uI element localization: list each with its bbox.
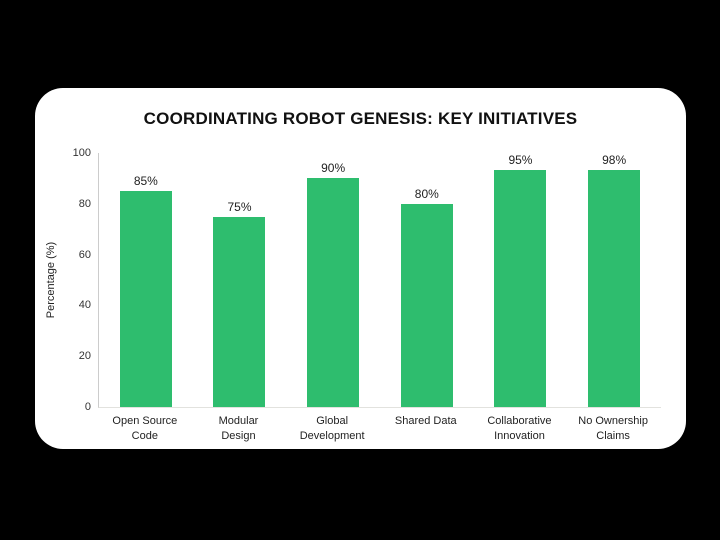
x-category-label: Shared Data: [394, 415, 457, 427]
bar-group: 95%: [474, 153, 567, 407]
x-category-label: Collaborative Innovation: [487, 415, 552, 442]
chart-card: COORDINATING ROBOT GENESIS: KEY INITIATI…: [35, 88, 686, 449]
bar: [119, 191, 172, 407]
bar-value-label: 80%: [414, 186, 439, 201]
x-category-label: Global Development: [299, 415, 365, 442]
x-category-label: Open Source Code: [112, 415, 178, 442]
y-tick-label: 60: [78, 248, 91, 261]
bar: [213, 216, 266, 407]
bar: [400, 203, 453, 407]
bar: [494, 170, 547, 407]
y-tick-label: 0: [84, 401, 91, 413]
bar-value-label: 75%: [227, 199, 252, 214]
y-tick-label: 40: [78, 299, 91, 312]
y-axis-ticks: 0 20 40 60 80 100: [35, 147, 91, 413]
bar-group: 75%: [193, 153, 286, 407]
y-tick-label: 80: [78, 197, 91, 210]
bar-value-label: 98%: [602, 153, 627, 167]
bar: [307, 178, 360, 407]
x-axis-labels: Open Source Code Modular Design Global Dev…: [98, 414, 660, 444]
bar: [588, 170, 641, 407]
y-tick-label: 20: [78, 350, 91, 363]
chart-title: COORDINATING ROBOT GENESIS: KEY INITIATI…: [143, 109, 578, 128]
bar-group: 98%: [568, 153, 661, 407]
plot-area: 85% 75% 90% 80% 95% 98%: [98, 153, 661, 408]
bar-value-label: 95%: [508, 153, 533, 167]
x-category-label: No Ownership Claims: [578, 415, 648, 442]
bar-value-label: 90%: [321, 161, 346, 176]
bar-group: 85%: [99, 153, 192, 407]
x-category-label: Modular Design: [218, 415, 259, 442]
bar-group: 80%: [380, 153, 473, 407]
y-tick-label: 100: [72, 147, 91, 159]
bar-group: 90%: [287, 153, 380, 407]
bar-value-label: 85%: [133, 174, 158, 189]
